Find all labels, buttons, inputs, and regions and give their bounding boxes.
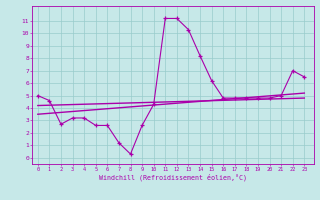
X-axis label: Windchill (Refroidissement éolien,°C): Windchill (Refroidissement éolien,°C) — [99, 174, 247, 181]
